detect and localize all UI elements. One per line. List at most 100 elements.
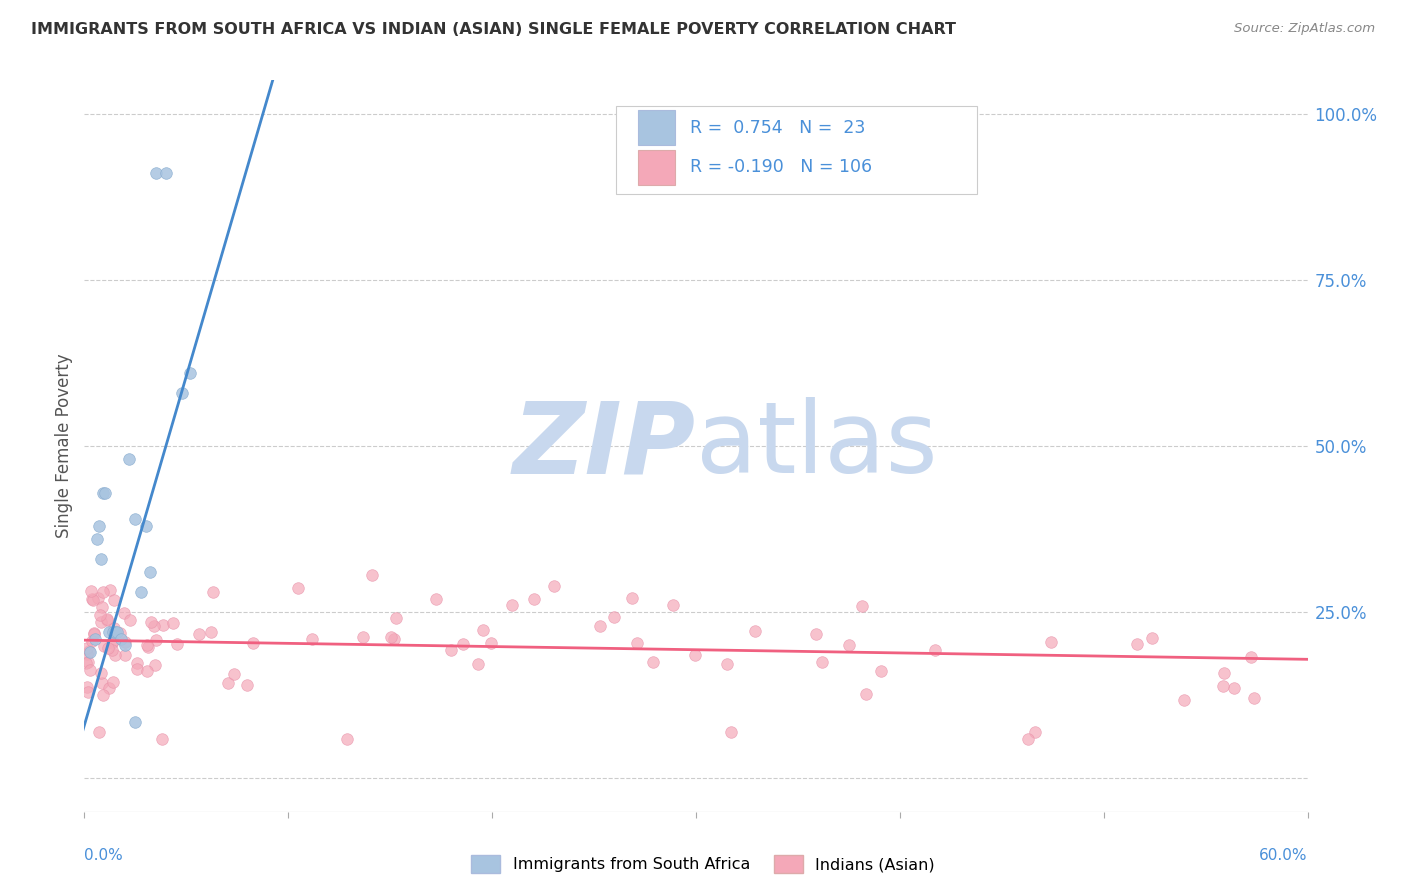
Point — [80, 584, 103, 599]
Text: 60.0%: 60.0% — [1260, 848, 1308, 863]
Point — [87, 591, 110, 605]
Text: 0.0%: 0.0% — [84, 848, 124, 863]
Point — [621, 591, 644, 606]
Point — [101, 625, 124, 640]
Point — [811, 655, 834, 669]
Point — [851, 599, 873, 613]
Point — [301, 632, 323, 647]
Text: R = -0.190   N = 106: R = -0.190 N = 106 — [690, 158, 872, 177]
Point — [217, 676, 239, 690]
Point — [188, 626, 211, 640]
Point — [1125, 637, 1147, 651]
FancyBboxPatch shape — [638, 150, 675, 185]
Point — [145, 633, 167, 648]
Point — [685, 648, 707, 662]
Point — [155, 166, 177, 180]
Point — [360, 568, 382, 582]
Point — [385, 610, 408, 624]
Point — [76, 641, 98, 656]
Point — [1212, 679, 1234, 693]
Point — [138, 566, 160, 580]
Y-axis label: Single Female Poverty: Single Female Poverty — [55, 354, 73, 538]
Point — [101, 636, 124, 650]
Point — [200, 625, 222, 640]
Point — [101, 634, 124, 648]
Point — [93, 688, 115, 702]
Point — [716, 657, 738, 672]
Point — [114, 634, 136, 648]
Point — [96, 613, 118, 627]
Point — [82, 593, 104, 607]
Point — [172, 385, 194, 400]
Point — [79, 645, 101, 659]
Point — [838, 638, 860, 652]
Point — [93, 639, 115, 653]
Point — [143, 619, 166, 633]
Point — [124, 714, 146, 729]
Point — [110, 626, 132, 640]
Point — [90, 666, 112, 681]
Point — [83, 627, 105, 641]
Point — [104, 625, 127, 640]
Point — [453, 637, 475, 651]
Point — [91, 485, 114, 500]
Point — [77, 655, 100, 669]
Text: Source: ZipAtlas.com: Source: ZipAtlas.com — [1234, 22, 1375, 36]
Point — [425, 591, 447, 606]
Point — [91, 600, 114, 615]
Point — [543, 579, 565, 593]
Point — [76, 680, 98, 694]
Text: IMMIGRANTS FROM SOUTH AFRICA VS INDIAN (ASIAN) SINGLE FEMALE POVERTY CORRELATION: IMMIGRANTS FROM SOUTH AFRICA VS INDIAN (… — [31, 22, 956, 37]
Point — [131, 585, 153, 599]
Point — [91, 676, 114, 690]
Point — [89, 607, 111, 622]
Point — [136, 664, 159, 678]
Point — [76, 684, 98, 698]
Point — [1240, 649, 1263, 664]
Point — [77, 644, 100, 658]
Point — [179, 366, 201, 380]
Point — [1173, 693, 1195, 707]
Point — [1140, 631, 1163, 645]
Point — [80, 634, 103, 648]
Point — [501, 599, 523, 613]
Point — [114, 639, 136, 653]
FancyBboxPatch shape — [616, 106, 977, 194]
Point — [135, 638, 157, 652]
Point — [467, 657, 489, 672]
Point — [90, 615, 112, 629]
Point — [98, 681, 121, 695]
Text: ZIP: ZIP — [513, 398, 696, 494]
Point — [869, 665, 891, 679]
Point — [125, 662, 148, 676]
Point — [83, 632, 105, 646]
Point — [112, 606, 135, 620]
Point — [1222, 681, 1244, 695]
Legend: Immigrants from South Africa, Indians (Asian): Immigrants from South Africa, Indians (A… — [464, 848, 942, 880]
Text: atlas: atlas — [696, 398, 938, 494]
Point — [76, 647, 98, 661]
Point — [1040, 635, 1063, 649]
Point — [720, 725, 742, 739]
Point — [1243, 691, 1265, 706]
Point — [135, 518, 157, 533]
Point — [101, 643, 124, 657]
Point — [105, 625, 128, 640]
Point — [162, 616, 184, 631]
Point — [91, 585, 114, 599]
Point — [118, 452, 141, 467]
Point — [804, 627, 827, 641]
Point — [643, 655, 665, 669]
Point — [744, 624, 766, 639]
Point — [110, 632, 132, 646]
Point — [96, 612, 118, 626]
Point — [224, 666, 246, 681]
Point — [662, 599, 685, 613]
Point — [145, 166, 167, 180]
Point — [380, 630, 402, 644]
FancyBboxPatch shape — [638, 111, 675, 145]
Point — [1017, 731, 1039, 746]
Point — [97, 625, 120, 640]
Point — [152, 617, 174, 632]
Point — [86, 532, 108, 546]
